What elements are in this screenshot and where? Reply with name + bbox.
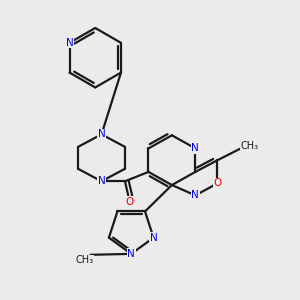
Text: CH₃: CH₃ (76, 255, 94, 266)
Text: O: O (125, 196, 134, 207)
Text: O: O (213, 178, 221, 188)
Text: N: N (150, 233, 158, 243)
Text: N: N (128, 249, 135, 259)
Text: N: N (191, 190, 199, 200)
Text: N: N (66, 38, 74, 48)
Text: CH₃: CH₃ (240, 141, 259, 151)
Text: N: N (98, 129, 105, 140)
Text: N: N (98, 176, 105, 186)
Text: N: N (191, 143, 199, 153)
